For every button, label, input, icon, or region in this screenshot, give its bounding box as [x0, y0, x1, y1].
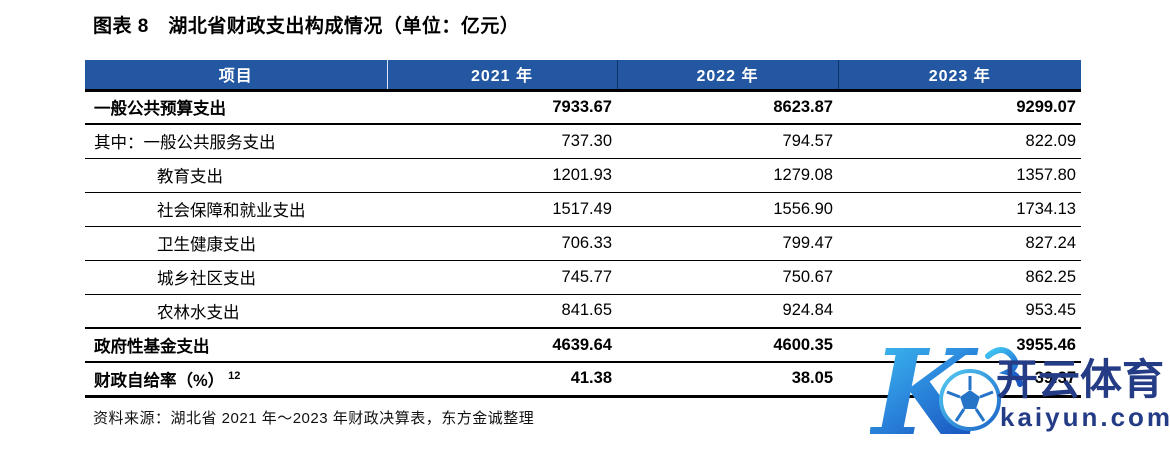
row-value: 737.30: [387, 124, 617, 159]
row-value: 1357.80: [838, 158, 1081, 193]
row-value: 38.05: [617, 362, 838, 398]
column-header: 2023 年: [837, 60, 1081, 92]
row-value: 827.24: [838, 226, 1081, 261]
table-body: 一般公共预算支出 7933.67 8623.87 9299.07 其中：一般公共服务支出…: [85, 90, 1081, 398]
column-header: 2022 年: [616, 60, 838, 92]
row-value: 706.33: [387, 226, 617, 261]
row-label: 一般公共预算支出: [85, 90, 387, 125]
header-row: 项目 2021 年 2022 年 2023 年: [85, 60, 1081, 92]
row-value: 7933.67: [387, 90, 617, 125]
row-value: 1517.49: [387, 192, 617, 227]
table-row: 城乡社区支出 745.77 750.67 862.25: [85, 260, 1081, 295]
fiscal-table: 项目 2021 年 2022 年 2023 年 一般公共预算支出 7933.67 8623…: [85, 60, 1081, 398]
row-value: 39.37: [838, 362, 1081, 398]
row-value: 794.57: [617, 124, 838, 159]
row-value: 9299.07: [838, 90, 1081, 125]
row-value: 1734.13: [838, 192, 1081, 227]
row-value: 822.09: [838, 124, 1081, 159]
table-row: 卫生健康支出 706.33 799.47 827.24: [85, 226, 1081, 261]
row-value: 750.67: [617, 260, 838, 295]
data-table: 项目 2021 年 2022 年 2023 年 一般公共预算支出 7933.67 8623…: [85, 60, 1081, 398]
row-value: 41.38: [387, 362, 617, 398]
row-value: 924.84: [617, 294, 838, 329]
row-value: 4639.64: [387, 328, 617, 363]
row-value: 745.77: [387, 260, 617, 295]
table-row: 农林水支出 841.65 924.84 953.45: [85, 294, 1081, 329]
watermark-domain-text: kaiyun.com: [1000, 402, 1170, 432]
row-label: 财政自给率（%） 12: [85, 362, 387, 398]
table-row: 一般公共预算支出 7933.67 8623.87 9299.07: [85, 90, 1081, 125]
row-label: 卫生健康支出: [85, 226, 387, 261]
table-row: 其中：一般公共服务支出 737.30 794.57 822.09: [85, 124, 1081, 159]
table-row: 教育支出 1201.93 1279.08 1357.80: [85, 158, 1081, 193]
row-value: 1556.90: [617, 192, 838, 227]
row-value: 841.65: [387, 294, 617, 329]
row-label: 农林水支出: [85, 294, 387, 329]
row-value: 3955.46: [838, 328, 1081, 363]
column-header: 2021 年: [386, 60, 617, 92]
row-label: 政府性基金支出: [85, 328, 387, 363]
figure-title: 图表 8 湖北省财政支出构成情况（单位：亿元）: [93, 16, 520, 37]
row-label: 其中：一般公共服务支出: [85, 124, 387, 159]
row-value: 953.45: [838, 294, 1081, 329]
row-value: 1279.08: [617, 158, 838, 193]
row-label: 社会保障和就业支出: [85, 192, 387, 227]
table-header: 项目 2021 年 2022 年 2023 年: [85, 60, 1081, 92]
row-value: 8623.87: [617, 90, 838, 125]
table-row: 社会保障和就业支出 1517.49 1556.90 1734.13: [85, 192, 1081, 227]
row-value: 799.47: [617, 226, 838, 261]
row-value: 1201.93: [387, 158, 617, 193]
column-header: 项目: [85, 60, 387, 92]
table-row: 财政自给率（%） 12 41.38 38.05 39.37: [85, 362, 1081, 398]
source-note: 资料来源：湖北省 2021 年～2023 年财政决算表，东方金诚整理: [93, 410, 535, 427]
row-label: 教育支出: [85, 158, 387, 193]
table-row: 政府性基金支出 4639.64 4600.35 3955.46: [85, 328, 1081, 363]
row-value: 4600.35: [617, 328, 838, 363]
row-label: 城乡社区支出: [85, 260, 387, 295]
footnote-ref: 12: [228, 370, 241, 383]
row-value: 862.25: [838, 260, 1081, 295]
